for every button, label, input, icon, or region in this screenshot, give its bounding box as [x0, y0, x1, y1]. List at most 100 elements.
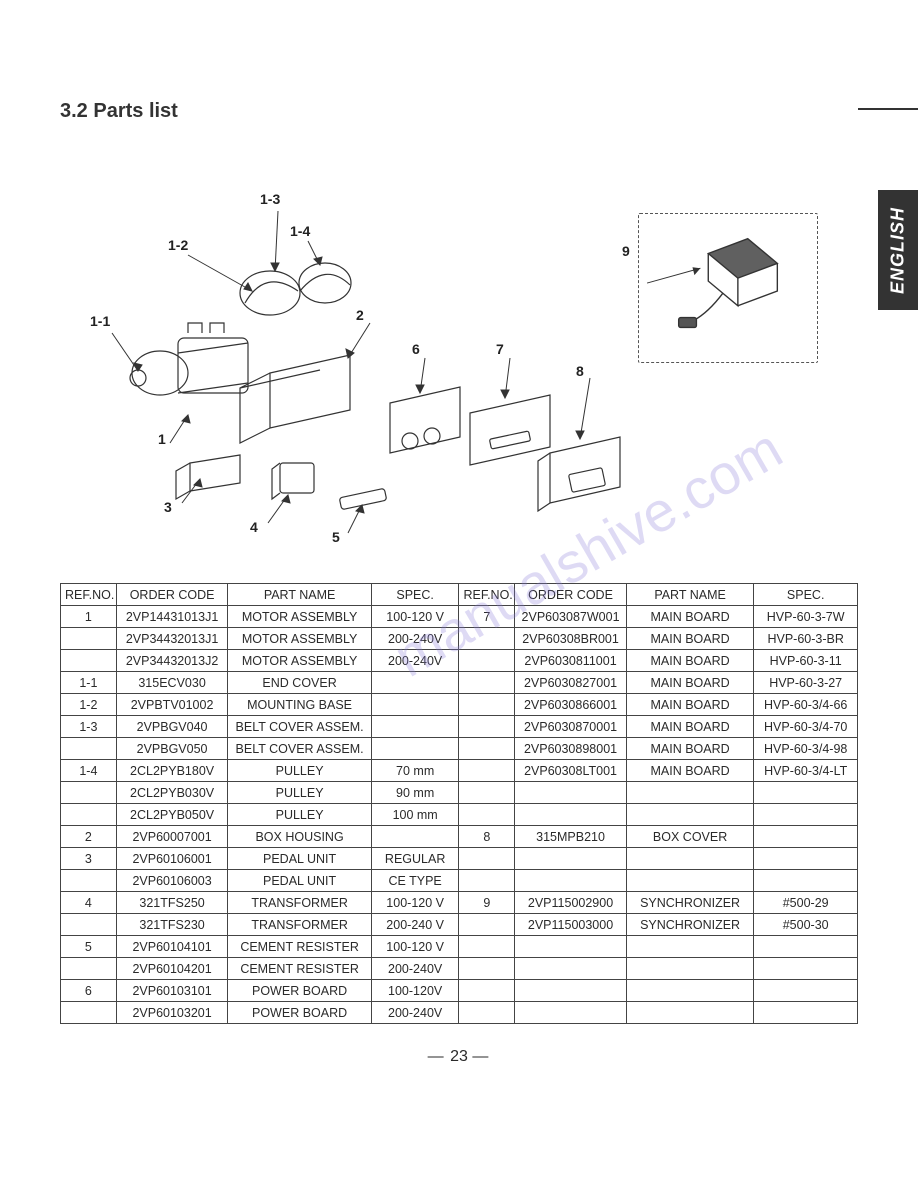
section-title: 3.2 Parts list [60, 100, 858, 123]
table-cell: 2VP60104101 [116, 936, 228, 958]
callout-1-1: 1-1 [90, 313, 110, 329]
table-cell: 1-1 [61, 672, 117, 694]
table-cell [61, 870, 117, 892]
table-cell: 321TFS250 [116, 892, 228, 914]
table-cell: BELT COVER ASSEM. [228, 716, 371, 738]
table-cell: MAIN BOARD [626, 628, 754, 650]
callout-6: 6 [412, 341, 420, 357]
table-cell [754, 980, 858, 1002]
table-row: 2VP34432013J2MOTOR ASSEMBLY200-240V2VP60… [61, 650, 858, 672]
table-cell: HVP-60-3-11 [754, 650, 858, 672]
table-cell: 2VPBGV040 [116, 716, 228, 738]
table-row: 12VP14431013J1MOTOR ASSEMBLY100-120 V72V… [61, 606, 858, 628]
table-row: 2VP34432013J1MOTOR ASSEMBLY200-240V2VP60… [61, 628, 858, 650]
table-cell: 200-240V [371, 628, 459, 650]
table-cell: #500-29 [754, 892, 858, 914]
table-cell [459, 738, 515, 760]
table-cell: 100-120 V [371, 892, 459, 914]
header-spec2: SPEC. [754, 584, 858, 606]
header-refno: REF.NO. [61, 584, 117, 606]
table-cell: MOTOR ASSEMBLY [228, 650, 371, 672]
table-cell [61, 914, 117, 936]
table-cell: MOTOR ASSEMBLY [228, 628, 371, 650]
table-cell [61, 958, 117, 980]
table-cell: 2CL2PYB180V [116, 760, 228, 782]
table-cell [61, 628, 117, 650]
table-cell [459, 760, 515, 782]
table-cell: 4 [61, 892, 117, 914]
table-row: 2VP60103201POWER BOARD200-240V [61, 1002, 858, 1024]
table-cell: 2VP60007001 [116, 826, 228, 848]
table-cell [371, 826, 459, 848]
table-cell: BOX HOUSING [228, 826, 371, 848]
table-row: 2VP60104201CEMENT RESISTER200-240V [61, 958, 858, 980]
table-cell: MAIN BOARD [626, 606, 754, 628]
table-row: 4321TFS250TRANSFORMER100-120 V92VP115002… [61, 892, 858, 914]
table-cell [459, 628, 515, 650]
table-row: 22VP60007001BOX HOUSING8315MPB210BOX COV… [61, 826, 858, 848]
table-cell: PEDAL UNIT [228, 848, 371, 870]
table-cell [459, 958, 515, 980]
table-cell: 2CL2PYB050V [116, 804, 228, 826]
header-part-name: PART NAME [228, 584, 371, 606]
table-cell [371, 716, 459, 738]
table-cell: POWER BOARD [228, 980, 371, 1002]
table-cell: MAIN BOARD [626, 694, 754, 716]
table-cell: 7 [459, 606, 515, 628]
table-cell: 2VP60104201 [116, 958, 228, 980]
table-cell: MAIN BOARD [626, 672, 754, 694]
synchronizer-inset [638, 213, 818, 363]
table-cell: 2VP6030870001 [515, 716, 627, 738]
callout-5: 5 [332, 529, 340, 545]
table-cell: CE TYPE [371, 870, 459, 892]
table-cell [754, 804, 858, 826]
table-cell: HVP-60-3/4-66 [754, 694, 858, 716]
table-cell: SYNCHRONIZER [626, 914, 754, 936]
table-cell: 200-240V [371, 958, 459, 980]
table-cell: 2VP603087W001 [515, 606, 627, 628]
table-row: 1-42CL2PYB180VPULLEY70 mm2VP60308LT001MA… [61, 760, 858, 782]
table-cell: 2VP60103101 [116, 980, 228, 1002]
table-cell [61, 804, 117, 826]
table-cell: 2 [61, 826, 117, 848]
table-row: 321TFS230TRANSFORMER200-240 V2VP11500300… [61, 914, 858, 936]
page-content: 3.2 Parts list [0, 0, 918, 1106]
table-cell: 2VP6030811001 [515, 650, 627, 672]
table-cell: HVP-60-3/4-LT [754, 760, 858, 782]
table-cell [61, 1002, 117, 1024]
table-cell [754, 870, 858, 892]
table-cell: 2VP60308BR001 [515, 628, 627, 650]
table-cell: CEMENT RESISTER [228, 958, 371, 980]
callout-8: 8 [576, 363, 584, 379]
table-cell: CEMENT RESISTER [228, 936, 371, 958]
table-cell: 100-120 V [371, 606, 459, 628]
table-cell: 2VP60106003 [116, 870, 228, 892]
table-cell: PULLEY [228, 760, 371, 782]
table-cell: BOX COVER [626, 826, 754, 848]
table-cell: BELT COVER ASSEM. [228, 738, 371, 760]
page-number: — 23 — [60, 1048, 858, 1066]
table-cell [459, 694, 515, 716]
table-cell [371, 672, 459, 694]
table-cell [459, 914, 515, 936]
callout-9: 9 [622, 243, 630, 259]
synchronizer-svg [639, 214, 817, 362]
table-cell [515, 958, 627, 980]
table-cell: HVP-60-3-27 [754, 672, 858, 694]
table-cell [459, 848, 515, 870]
table-row: 1-32VPBGV040BELT COVER ASSEM.2VP60308700… [61, 716, 858, 738]
table-cell [754, 1002, 858, 1024]
table-cell: 3 [61, 848, 117, 870]
table-cell: 1-2 [61, 694, 117, 716]
table-cell: PULLEY [228, 782, 371, 804]
table-cell: 2VP115003000 [515, 914, 627, 936]
table-cell: MOUNTING BASE [228, 694, 371, 716]
table-cell: SYNCHRONIZER [626, 892, 754, 914]
parts-list-table: REF.NO. ORDER CODE PART NAME SPEC. REF.N… [60, 583, 858, 1024]
table-cell [61, 738, 117, 760]
table-cell: POWER BOARD [228, 1002, 371, 1024]
table-cell [754, 936, 858, 958]
table-cell: 90 mm [371, 782, 459, 804]
header-refno2: REF.NO. [459, 584, 515, 606]
table-cell [626, 936, 754, 958]
